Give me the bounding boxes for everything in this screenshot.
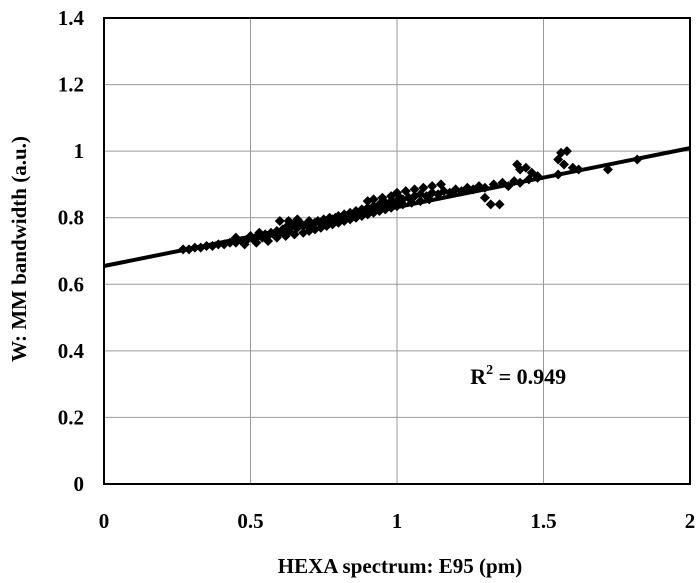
- data-point: [292, 214, 303, 225]
- y-tick-labels: 0 0.2 0.4 0.6 0.8 1 1.2 1.4: [58, 6, 85, 496]
- data-point: [427, 181, 438, 192]
- y-tick-label: 0.8: [58, 206, 84, 230]
- r-squared-sup: 2: [486, 363, 493, 378]
- data-point: [239, 239, 250, 250]
- data-point: [289, 229, 300, 240]
- data-point: [263, 236, 274, 247]
- y-tick-label: 0.2: [58, 405, 84, 429]
- trendline: [103, 146, 691, 268]
- data-point: [520, 162, 531, 173]
- data-point: [409, 184, 420, 195]
- data-point: [251, 237, 262, 248]
- y-tick-label: 0: [74, 472, 85, 496]
- x-tick-label: 1.5: [530, 509, 556, 533]
- plot-frame: [103, 17, 691, 485]
- data-point: [561, 146, 572, 157]
- data-point: [485, 199, 496, 210]
- data-point: [392, 187, 402, 198]
- y-tick-label: 1.4: [58, 6, 85, 30]
- data-point: [377, 192, 388, 203]
- r-squared-annotation: R2 = 0.949: [470, 363, 566, 389]
- data-point: [559, 159, 570, 170]
- x-tick-label: 0.5: [237, 509, 263, 533]
- data-point: [400, 186, 411, 197]
- grid-lines: [104, 18, 690, 484]
- y-tick-label: 0.4: [58, 339, 85, 363]
- data-point: [271, 232, 282, 243]
- data-point: [418, 182, 429, 193]
- x-axis-title: HEXA spectrum: E95 (pm): [278, 554, 522, 578]
- y-axis-title: W: MM bandwidth (a.u.): [7, 136, 31, 362]
- x-tick-label: 0: [99, 509, 110, 533]
- r-squared-base: R: [470, 364, 487, 389]
- x-tick-label: 2: [685, 509, 696, 533]
- data-point: [368, 194, 379, 205]
- y-tick-label: 0.6: [58, 272, 84, 296]
- data-point: [435, 179, 446, 190]
- y-tick-label: 1: [74, 139, 85, 163]
- data-point: [479, 192, 490, 203]
- data-point: [280, 231, 291, 242]
- data-point: [526, 167, 537, 178]
- data-point: [283, 216, 294, 227]
- r-squared-value: = 0.949: [493, 364, 566, 389]
- y-tick-label: 1.2: [58, 73, 84, 97]
- data-point: [494, 199, 505, 210]
- x-tick-labels: 0 0.5 1 1.5 2: [99, 509, 696, 533]
- data-point: [274, 216, 285, 227]
- x-tick-label: 1: [392, 509, 403, 533]
